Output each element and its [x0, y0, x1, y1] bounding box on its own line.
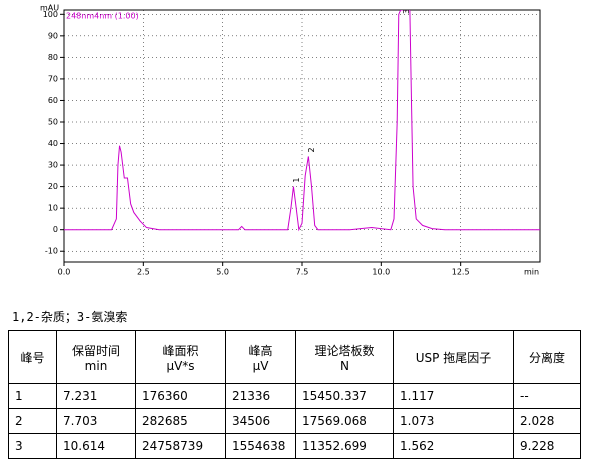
- header-line: 峰号: [20, 350, 45, 365]
- header-line: N: [340, 358, 349, 373]
- cell: 3: [8, 433, 57, 459]
- y-tick-label: 90: [48, 31, 58, 40]
- data-row: 3 10.614 24758739 1554638 11352.699 1.562 9.22…: [8, 433, 581, 459]
- header-line: 理论塔板数: [314, 343, 375, 358]
- header-cell: 峰号: [8, 330, 57, 384]
- y-tick-label: 100: [43, 10, 58, 19]
- cell: 15450.337: [295, 383, 394, 409]
- cell: --: [513, 383, 581, 409]
- data-row: 2 7.703 282685 34506 17569.068 1.073 2.028: [8, 408, 581, 434]
- data-row: 1 7.231 176360 21336 15450.337 1.117 --: [8, 383, 581, 409]
- peak-label: 1: [292, 178, 301, 183]
- cell: 1554638: [225, 433, 296, 459]
- trace-group: [64, 10, 540, 232]
- cell: 24758739: [135, 433, 226, 459]
- y-tick-label: 60: [48, 96, 58, 105]
- y-tick-label: 50: [48, 118, 58, 127]
- cell: 1.562: [393, 433, 514, 459]
- cell: 34506: [225, 408, 296, 434]
- header-line: µV: [252, 358, 269, 373]
- y-tick-label: 80: [48, 53, 58, 62]
- signal-label: 248nm4nm (1.00): [66, 12, 139, 21]
- x-tick-label: 12.5: [452, 268, 470, 277]
- y-tick-label: 40: [48, 139, 58, 148]
- trace: [64, 10, 540, 232]
- header-line: 分离度: [528, 350, 565, 365]
- cell: 2: [8, 408, 57, 434]
- cell: 1: [8, 383, 57, 409]
- x-tick-label: 0.0: [58, 268, 71, 277]
- header-line: 峰高: [248, 343, 273, 358]
- cell: 1.117: [393, 383, 514, 409]
- header-cell: 理论塔板数 N: [295, 330, 394, 384]
- y-tick-label: 30: [48, 161, 58, 170]
- cell: 10.614: [56, 433, 136, 459]
- cell: 1.073: [393, 408, 514, 434]
- cell: 9.228: [513, 433, 581, 459]
- chromatogram: mAU 248nm4nm (1.00) min -10 0 10 20 30 40 50 60…: [40, 4, 541, 277]
- cell: 7.231: [56, 383, 136, 409]
- x-tick-label: 7.5: [296, 268, 309, 277]
- header-cell: USP 拖尾因子: [393, 330, 514, 384]
- cell: 2.028: [513, 408, 581, 434]
- header-line: 峰面积: [162, 343, 199, 358]
- header-cell: 分离度: [513, 330, 581, 384]
- y-tick-label: 20: [48, 182, 58, 191]
- y-tick-label: -10: [45, 247, 58, 256]
- cell: 21336: [225, 383, 296, 409]
- x-tick-label: 5.0: [216, 268, 229, 277]
- header-cell: 保留时间 min: [56, 330, 136, 384]
- cell: 17569.068: [295, 408, 394, 434]
- cell: 7.703: [56, 408, 136, 434]
- cell: 282685: [135, 408, 226, 434]
- cell: 11352.699: [295, 433, 394, 459]
- x-tick-label: 2.5: [137, 268, 150, 277]
- header-line: 保留时间: [71, 343, 120, 358]
- header-line: USP 拖尾因子: [415, 350, 492, 365]
- y-unit: mAU: [40, 4, 59, 13]
- y-tick-label: 0: [53, 225, 58, 234]
- header-cell: 峰面积 µV*s: [135, 330, 226, 384]
- header-line: min: [84, 358, 108, 373]
- x-unit: min: [524, 268, 539, 277]
- y-tick-label: 10: [48, 204, 58, 213]
- header-line: µV*s: [166, 358, 195, 373]
- header-cell: 峰高 µV: [225, 330, 296, 384]
- peak-label: 2: [307, 147, 316, 152]
- results-table: 峰号 保留时间 min 峰面积 µV*s 峰高 µV 理论塔板数 N USP 拖尾因子 分离度 1 7.…: [8, 330, 581, 459]
- header-row: 峰号 保留时间 min 峰面积 µV*s 峰高 µV 理论塔板数 N USP 拖尾因子 分离度: [8, 330, 581, 384]
- caption: 1,2-杂质；3-氨溴索: [12, 310, 128, 324]
- cell: 176360: [135, 383, 226, 409]
- x-tick-label: 10.0: [372, 268, 390, 277]
- y-tick-label: 70: [48, 74, 58, 83]
- peak-label: 3: [402, 9, 411, 14]
